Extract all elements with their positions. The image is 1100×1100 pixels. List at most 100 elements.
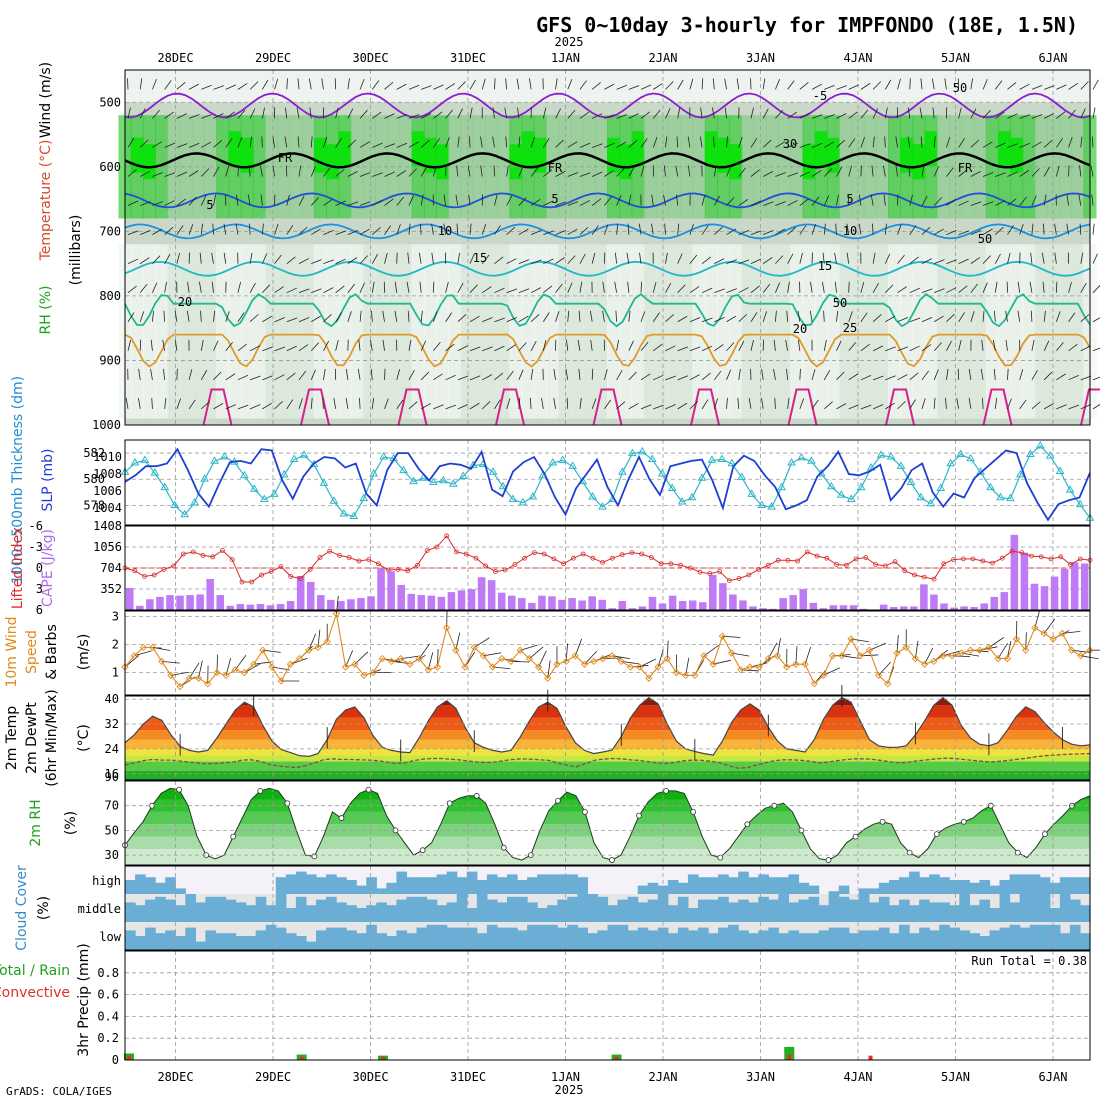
upper-wind-barb [188,83,199,90]
upper-wind-barb [152,310,154,322]
upper-wind-barb [799,252,803,264]
upper-wind-barb [982,201,994,206]
rh-dry-band [203,244,218,419]
upper-wind-barb [761,397,764,409]
upper-wind-barb [370,368,373,380]
upper-wind-barb [700,107,703,119]
wind-speed-marker [351,660,359,668]
slp-marker [568,461,578,469]
upper-wind-barb [1031,168,1040,177]
rh-dry-band [167,244,181,419]
cloud-cell [919,877,930,894]
wind-speed-marker [893,649,901,657]
surface-wind-barb [823,667,840,676]
upper-wind-barb [591,252,596,264]
wind-speed-marker [323,638,331,646]
lifted-index-marker [843,562,849,568]
cloud-cell [446,902,458,922]
upper-wind-barb [308,78,312,90]
credit-label: GrADS: COLA/IGES [6,1085,112,1098]
upper-wind-barb [1056,138,1063,148]
upper-wind-barb [958,258,969,264]
wind-speed-marker [397,654,405,663]
upper-wind-barb [396,83,407,90]
surface-wind-barb [418,643,430,659]
upper-wind-barb [225,373,236,381]
upper-wind-barb [467,165,471,177]
upper-wind-barb [1017,310,1021,322]
cloud-cell [1039,924,1051,950]
rh-peak [912,144,926,180]
upper-wind-barb [176,198,186,206]
cloud-cell [155,933,166,950]
upper-wind-barb [225,404,237,410]
cloud-cell [386,936,398,950]
rh-marker [690,808,697,815]
lifted-index-marker [531,550,537,555]
ylabel-cloud-unit: (%) [36,896,52,920]
slp-marker [986,482,995,491]
upper-wind-barb [982,310,985,322]
upper-wind-barb [1079,165,1082,177]
upper-wind-barb [225,84,236,90]
upper-wind-barb [443,194,446,206]
upper-wind-barb [993,368,996,380]
upper-wind-barb [628,310,631,322]
upper-wind-barb [347,108,354,119]
contour-label: 25 [843,321,857,335]
cloud-cell [969,882,981,894]
cloud-cell [265,924,277,950]
upper-wind-barb [506,258,517,264]
cloud-cell [808,896,820,922]
upper-wind-barb [1056,373,1066,381]
wind-speed-marker [314,643,322,652]
cloud-cell [677,896,689,922]
wind-speed-marker [764,654,772,663]
upper-wind-barb [907,107,911,119]
upper-wind-barb [211,281,214,293]
cloud-cell [255,930,267,950]
upper-wind-barb [994,253,1001,264]
wind-speed-marker [966,646,975,654]
cloud-cell [376,888,387,894]
upper-wind-barb [823,310,825,322]
upper-wind-barb [883,194,886,206]
wind-speed-line [124,613,1091,688]
ylabel-wind10-unit: (m/s) [76,634,92,671]
cloud-cell [1079,877,1091,894]
rh-marker [311,853,318,860]
top-date-label: 1JAN [551,51,580,65]
upper-wind-barb [933,166,939,177]
slp-marker [548,457,558,466]
cloud-cell [597,896,609,922]
upper-wind-barb [810,281,813,293]
upper-wind-barb [249,252,253,264]
cloud-cell [285,933,297,950]
upper-wind-barb [1068,136,1073,148]
upper-wind-barb [518,342,527,352]
wind-tick: 1 [112,666,119,680]
cloud-cell [818,905,830,922]
upper-wind-barb [1007,82,1017,90]
cloud-cell [838,885,850,894]
upper-wind-barb [433,342,441,352]
wind-speed-marker [139,643,148,652]
cape-bar [337,601,345,610]
temp-tick: 32 [105,717,119,731]
upper-wind-barb [127,200,139,206]
cloud-cell [466,871,478,894]
upper-wind-barb [372,226,381,235]
upper-wind-barb [555,139,564,148]
cloud-level-label: middle [78,902,121,916]
cloud-cell [818,930,830,950]
cloud-cell [758,896,769,922]
cloud-cell [778,894,790,922]
cape-bar [437,596,446,610]
rh-marker [446,800,453,807]
cloud-cell [1079,905,1091,922]
upper-wind-barb [604,369,608,380]
upper-wind-barb [260,165,263,177]
upper-wind-barb [712,107,715,119]
upper-wind-barb [384,113,395,119]
cloud-cell [788,902,800,922]
